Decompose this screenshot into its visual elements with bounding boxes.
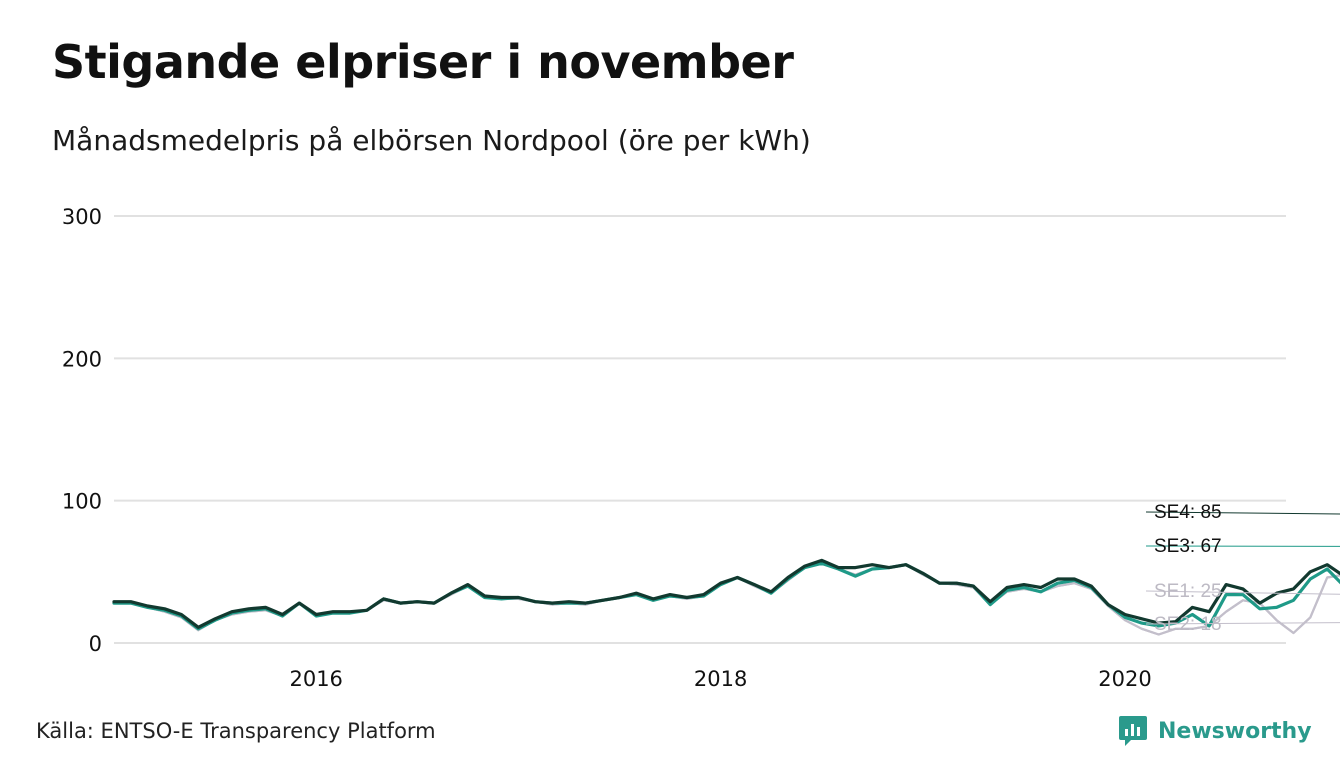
chart-subtitle: Månadsmedelpris på elbörsen Nordpool (ör… (52, 124, 811, 157)
x-axis-ticks: 20162018202020222024 (289, 667, 1151, 691)
source-note: Källa: ENTSO-E Transparency Platform (36, 719, 436, 743)
x-tick-label: 2018 (694, 667, 747, 691)
end-label-se2: SE2: 18 (1154, 614, 1222, 635)
y-tick-label: 0 (89, 632, 102, 656)
brand-name: Newsworthy (1158, 718, 1312, 744)
leader-line-se3 (1145, 545, 1340, 547)
newsworthy-logo-icon (1119, 716, 1147, 746)
leader-line-se4 (1145, 511, 1340, 515)
series-line-se4 (112, 558, 1340, 629)
series-end-labels: SE4: 85 SE3: 67 SE1: 25 SE2: 18 (1145, 502, 1340, 635)
series-line-se3 (112, 561, 1340, 631)
y-tick-label: 300 (62, 205, 102, 229)
y-tick-label: 100 (62, 490, 102, 514)
grid-lines (114, 215, 1286, 644)
end-label-se1: SE1: 25 (1154, 581, 1222, 602)
leader-line-se1 (1145, 590, 1340, 595)
end-label-se4: SE4: 85 (1154, 502, 1222, 523)
series-lines (112, 558, 1340, 636)
x-tick-label: 2020 (1098, 667, 1151, 691)
y-tick-label: 200 (62, 347, 102, 371)
x-tick-label: 2016 (289, 667, 342, 691)
leader-line-se2 (1145, 622, 1340, 625)
y-axis-ticks: 0 100 200 300 (62, 205, 102, 656)
brand-logo: Newsworthy (1118, 714, 1312, 748)
end-label-se3: SE3: 67 (1154, 536, 1222, 557)
chart-title: Stigande elpriser i november (52, 35, 794, 89)
